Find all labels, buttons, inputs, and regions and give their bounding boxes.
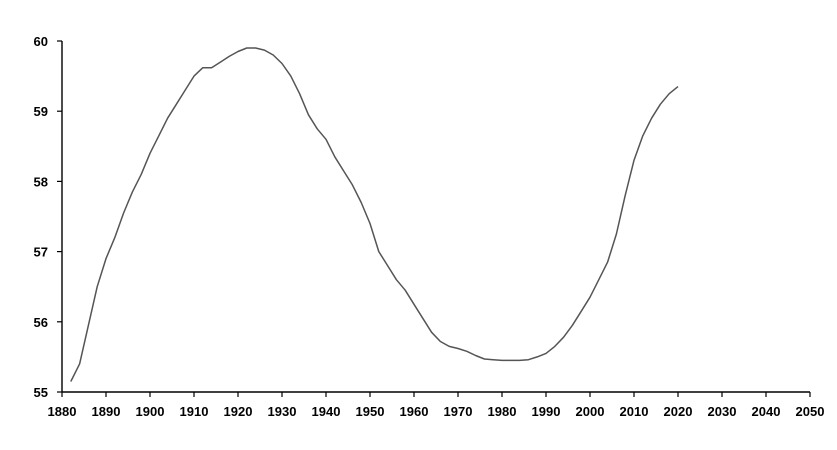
data-point [290,76,291,77]
series-group [70,47,679,382]
data-point [105,258,106,259]
data-point [132,191,133,192]
data-point [229,56,230,57]
x-tick-label: 1920 [224,404,253,419]
data-point [193,76,194,77]
data-point [114,237,115,238]
data-point [660,104,661,105]
x-tick-label: 1980 [488,404,517,419]
data-point [501,360,502,361]
data-point [457,348,458,349]
data-point [220,62,221,63]
x-tick-label: 1990 [532,404,561,419]
data-point [537,356,538,357]
data-point [334,156,335,157]
data-point [554,346,555,347]
data-point [528,359,529,360]
data-point [413,304,414,305]
data-point [607,262,608,263]
data-point [141,174,142,175]
data-point [581,311,582,312]
y-tick-label: 60 [34,34,48,49]
x-tick-label: 1900 [136,404,165,419]
y-tick-label: 56 [34,315,48,330]
data-point [633,160,634,161]
data-point [70,381,71,382]
data-point [167,118,168,119]
x-tick-label: 1880 [48,404,77,419]
data-point [572,325,573,326]
data-point [325,139,326,140]
data-point [237,51,238,52]
data-point [449,346,450,347]
data-point [677,86,678,87]
x-tick-label: 1890 [92,404,121,419]
data-point [185,90,186,91]
data-point [317,128,318,129]
data-point [308,114,309,115]
x-tick-label: 2040 [752,404,781,419]
x-tick-label: 2050 [796,404,825,419]
data-point [616,233,617,234]
data-point [405,290,406,291]
data-point [149,153,150,154]
data-point [598,279,599,280]
data-point [97,286,98,287]
data-point [493,359,494,360]
series-line [70,47,679,382]
data-point [440,341,441,342]
data-point [669,93,670,94]
data-point [519,360,520,361]
data-point [396,279,397,280]
y-tick-label: 58 [34,174,48,189]
data-point [510,360,511,361]
data-point [88,325,89,326]
data-point [387,265,388,266]
x-tick-label: 2020 [664,404,693,419]
data-point [431,332,432,333]
x-tick-label: 1930 [268,404,297,419]
data-point [563,337,564,338]
y-axis: 55 56 57 58 59 60 [34,34,63,400]
data-point [378,251,379,252]
data-point [176,104,177,105]
x-tick-label: 2010 [620,404,649,419]
x-tick-label: 1970 [444,404,473,419]
data-point [246,47,247,48]
y-tick-label: 59 [34,104,48,119]
data-point [158,135,159,136]
data-point [343,170,344,171]
data-point [422,318,423,319]
x-tick-label: 2030 [708,404,737,419]
data-point [545,353,546,354]
data-point [79,363,80,364]
data-point [299,93,300,94]
x-tick-label: 1960 [400,404,429,419]
data-point [264,50,265,51]
data-point [281,63,282,64]
y-tick-label: 57 [34,245,48,260]
data-point [352,184,353,185]
data-point [202,67,203,68]
x-tick-label: 1940 [312,404,341,419]
data-point [123,212,124,213]
data-point [475,355,476,356]
x-tick-label: 1950 [356,404,385,419]
data-point [255,47,256,48]
data-point [273,54,274,55]
data-point [211,67,212,68]
x-tick-label: 2000 [576,404,605,419]
data-point [361,202,362,203]
data-point [651,118,652,119]
data-point [642,135,643,136]
y-tick-label: 55 [34,385,48,400]
data-point [466,351,467,352]
data-point [369,223,370,224]
x-tick-label: 1910 [180,404,209,419]
data-point [625,195,626,196]
data-point [484,358,485,359]
data-point [589,297,590,298]
x-axis: 1880 1890 1900 1910 1920 1930 1940 1950 1960 1970… [48,391,825,419]
